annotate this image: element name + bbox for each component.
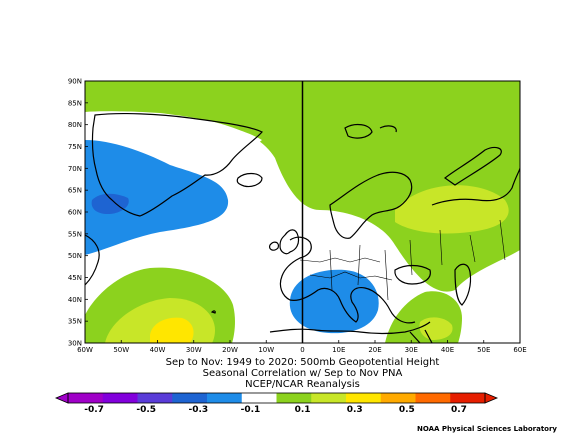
colorbar-swatch bbox=[207, 393, 243, 403]
lat-tick-label: 75N bbox=[68, 143, 82, 151]
caption-line-2: Seasonal Correlation w/ Sep to Nov PNA bbox=[202, 368, 403, 379]
canada-coast bbox=[85, 234, 100, 286]
colorbar: -0.7 -0.5 -0.3 -0.1 0.1 0.3 0.5 0.7 bbox=[54, 392, 499, 415]
lon-tick-label: 50E bbox=[477, 346, 490, 354]
lon-tick-label: 30E bbox=[405, 346, 418, 354]
colorbar-swatch bbox=[102, 393, 138, 403]
colorbar-left-arrow bbox=[54, 392, 69, 404]
negative-region-greenland bbox=[85, 140, 229, 255]
lon-tick-label: 60W bbox=[77, 346, 93, 354]
black-sea-coast bbox=[394, 264, 431, 285]
colorbar-swatch bbox=[380, 393, 416, 403]
lon-tick-label: 50W bbox=[113, 346, 129, 354]
colorbar-label: -0.1 bbox=[241, 405, 261, 415]
novaya-zemlya-coast bbox=[443, 146, 502, 186]
colorbar-label: 0.1 bbox=[295, 405, 311, 415]
colorbar-label: -0.7 bbox=[84, 405, 104, 415]
iceland-coast bbox=[236, 172, 263, 188]
lat-tick-label: 85N bbox=[68, 99, 82, 107]
russia-north-coast bbox=[431, 167, 520, 206]
svalbard-coast bbox=[344, 123, 397, 139]
lon-tick-label: 10W bbox=[258, 346, 274, 354]
scandinavia-coast bbox=[329, 171, 413, 239]
greenland-coast bbox=[91, 112, 263, 217]
lon-tick-label: 10E bbox=[332, 346, 345, 354]
tick-marks bbox=[84, 80, 521, 344]
colorbar-swatch bbox=[68, 393, 104, 403]
red-sea-coast bbox=[409, 329, 433, 343]
caption-line-3: NCEP/NCAR Reanalysis bbox=[245, 379, 360, 390]
lon-tick-label: 20E bbox=[368, 346, 381, 354]
colorbar-right-arrow bbox=[484, 392, 499, 404]
negative-region-mediterranean bbox=[289, 269, 379, 334]
uk-coast bbox=[269, 229, 300, 255]
colorbar-swatch bbox=[346, 393, 382, 403]
lon-tick-label: 40W bbox=[150, 346, 166, 354]
colorbar-swatch bbox=[311, 393, 347, 403]
lat-tick-label: 45N bbox=[68, 274, 82, 282]
caspian-coast bbox=[454, 263, 472, 306]
lat-tick-label: 40N bbox=[68, 296, 82, 304]
colorbar-swatch bbox=[172, 393, 208, 403]
lon-tick-label: 0 bbox=[300, 346, 304, 354]
colorbar-swatch bbox=[137, 393, 173, 403]
lat-tick-label: 80N bbox=[68, 121, 82, 129]
credit-text: NOAA Physical Sciences Laboratory bbox=[416, 425, 557, 433]
colorbar-label: 0.5 bbox=[399, 405, 415, 415]
colorbar-swatch bbox=[450, 393, 486, 403]
lat-tick-label: 65N bbox=[68, 187, 82, 195]
colorbar-label: -0.3 bbox=[188, 405, 208, 415]
caption-line-1: Sep to Nov: 1949 to 2020: 500mb Geopoten… bbox=[165, 357, 440, 368]
lat-tick-label: 60N bbox=[68, 209, 82, 217]
lon-tick-label: 30W bbox=[186, 346, 202, 354]
colorbar-swatch bbox=[415, 393, 451, 403]
lat-tick-label: 50N bbox=[68, 252, 82, 260]
latitude-axis: 90N 85N 80N 75N 70N 65N 60N 55N 50N 45N 40N 35N 30N bbox=[68, 78, 82, 348]
lon-tick-label: 20W bbox=[222, 346, 238, 354]
lat-tick-label: 30N bbox=[68, 340, 82, 348]
lat-tick-label: 90N bbox=[68, 78, 82, 86]
colorbar-label: -0.5 bbox=[136, 405, 156, 415]
lon-tick-label: 60E bbox=[513, 346, 526, 354]
lon-tick-label: 40E bbox=[441, 346, 454, 354]
lat-tick-label: 70N bbox=[68, 165, 82, 173]
colorbar-label: 0.3 bbox=[347, 405, 363, 415]
colorbar-swatch bbox=[241, 393, 277, 403]
lat-tick-label: 55N bbox=[68, 230, 82, 238]
colorbar-outline bbox=[67, 392, 486, 404]
colorbar-swatch bbox=[276, 393, 312, 403]
positive-region-europe bbox=[395, 185, 509, 234]
coastlines bbox=[85, 112, 520, 343]
madeira-coast bbox=[210, 310, 216, 314]
lat-tick-label: 35N bbox=[68, 318, 82, 326]
colorbar-label: 0.7 bbox=[451, 405, 467, 415]
longitude-axis: 60W 50W 40W 30W 20W 10W 0 10E 20E 30E 40E 50E 60E bbox=[77, 346, 527, 354]
